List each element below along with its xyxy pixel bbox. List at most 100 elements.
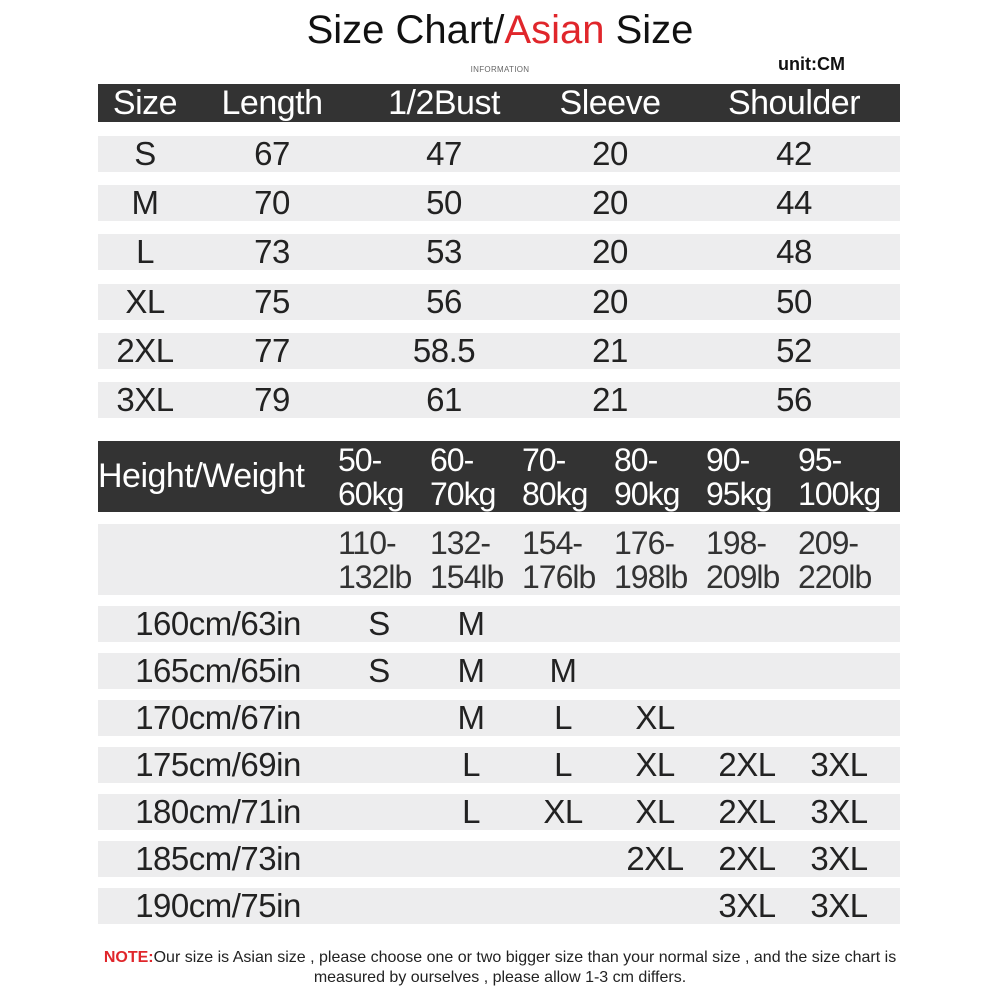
table-cell: 58.5 bbox=[412, 331, 476, 369]
weight-kg-part: 100kg bbox=[798, 475, 881, 512]
size-cell bbox=[609, 653, 701, 689]
size-table-header: Size Length 1/2Bust Sleeve Shoulder bbox=[98, 84, 900, 122]
weight-kg-part: 60- bbox=[430, 441, 474, 478]
size-cell: M bbox=[457, 605, 486, 642]
size-cell: L bbox=[462, 793, 480, 830]
size-cell bbox=[517, 888, 609, 924]
size-cell: L bbox=[554, 746, 572, 783]
fit-table-row: 165cm/65in S M M bbox=[98, 652, 900, 689]
size-cell bbox=[793, 606, 885, 642]
size-cell bbox=[333, 747, 425, 783]
fit-table-row: 160cm/63in S M bbox=[98, 605, 900, 642]
size-cell: XL bbox=[635, 699, 675, 736]
weight-kg-header: 70- 80kg bbox=[522, 441, 624, 512]
table-cell: 75 bbox=[254, 282, 290, 320]
size-cell: 3XL bbox=[810, 840, 868, 877]
size-cell: M bbox=[549, 652, 578, 689]
unit-label: unit:CM bbox=[778, 54, 845, 74]
size-cell bbox=[425, 841, 517, 877]
table-cell: 48 bbox=[776, 233, 812, 271]
table-cell: 20 bbox=[592, 233, 628, 271]
weight-kg-part: 70- bbox=[522, 441, 566, 478]
weight-lb-part: 176- bbox=[614, 524, 675, 561]
table-cell: 50 bbox=[776, 282, 812, 320]
size-cell bbox=[517, 606, 609, 642]
weight-lb-cell: 176- 198lb bbox=[614, 524, 716, 595]
weight-kg-part: 50- bbox=[338, 441, 382, 478]
size-cell bbox=[333, 841, 425, 877]
size-cell: XL bbox=[635, 793, 675, 830]
title-highlight: Asian bbox=[504, 8, 605, 52]
size-table-row: XL 75 56 20 50 bbox=[98, 282, 900, 320]
weight-lb-part: 132lb bbox=[338, 558, 412, 595]
weight-lb-part: 176lb bbox=[522, 558, 596, 595]
column-header: Size bbox=[112, 83, 178, 122]
size-cell: 2XL bbox=[626, 840, 684, 877]
size-cell bbox=[517, 841, 609, 877]
size-cell bbox=[333, 700, 425, 736]
table-cell: 67 bbox=[254, 135, 290, 172]
weight-kg-part: 95- bbox=[798, 441, 842, 478]
size-cell bbox=[425, 888, 517, 924]
size-cell: 2XL bbox=[718, 840, 776, 877]
table-cell: 50 bbox=[426, 184, 462, 222]
weight-kg-part: 90kg bbox=[614, 475, 680, 512]
weight-kg-header: 50- 60kg bbox=[338, 441, 440, 512]
weight-kg-header: 95- 100kg bbox=[798, 441, 900, 512]
weight-lb-cell: 198- 209lb bbox=[706, 524, 808, 595]
size-table-row: 2XL 77 58.5 21 52 bbox=[98, 331, 900, 369]
column-header: Length bbox=[221, 83, 324, 122]
size-cell bbox=[701, 653, 793, 689]
note-text: Our size is Asian size , please choose o… bbox=[153, 949, 897, 986]
weight-lb-cell: 209- 220lb bbox=[798, 524, 900, 595]
table-cell: 20 bbox=[592, 135, 628, 172]
weight-lb-part: 209lb bbox=[706, 558, 780, 595]
weight-kg-header: 60- 70kg bbox=[430, 441, 532, 512]
weight-lb-part: 132- bbox=[430, 524, 491, 561]
weight-lb-cell: 132- 154lb bbox=[430, 524, 532, 595]
size-table-row: L 73 53 20 48 bbox=[98, 233, 900, 271]
table-cell: 53 bbox=[426, 233, 462, 271]
weight-kg-part: 80- bbox=[614, 441, 658, 478]
fit-table-row: 180cm/71in L XL XL 2XL 3XL bbox=[98, 793, 900, 830]
table-cell: L bbox=[136, 233, 154, 271]
weight-lb-part: 154- bbox=[522, 524, 583, 561]
height-cell: 170cm/67in bbox=[135, 699, 301, 736]
size-cell: 2XL bbox=[718, 746, 776, 783]
size-cell: S bbox=[368, 605, 390, 642]
weight-kg-part: 80kg bbox=[522, 475, 588, 512]
table-cell: XL bbox=[125, 282, 165, 320]
table-cell: 73 bbox=[254, 233, 290, 271]
title-suffix: Size bbox=[604, 8, 694, 52]
size-cell: M bbox=[457, 652, 486, 689]
height-cell: 160cm/63in bbox=[135, 605, 301, 642]
size-cell bbox=[609, 888, 701, 924]
size-cell bbox=[609, 606, 701, 642]
size-cell: L bbox=[462, 746, 480, 783]
size-cell: 2XL bbox=[718, 793, 776, 830]
column-header: 1/2Bust bbox=[388, 83, 500, 122]
size-cell bbox=[793, 653, 885, 689]
weight-kg-part: 95kg bbox=[706, 475, 772, 512]
height-cell: 190cm/75in bbox=[135, 887, 301, 924]
size-cell: M bbox=[457, 699, 486, 736]
weight-lb-cell: 154- 176lb bbox=[522, 524, 624, 595]
size-cell bbox=[701, 700, 793, 736]
note-label: NOTE: bbox=[103, 949, 154, 966]
title-prefix: Size Chart/ bbox=[306, 8, 505, 52]
weight-kg-part: 60kg bbox=[338, 475, 404, 512]
table-cell: 44 bbox=[776, 184, 812, 222]
table-cell: 2XL bbox=[116, 331, 174, 369]
table-cell: S bbox=[134, 135, 156, 172]
size-cell bbox=[793, 700, 885, 736]
size-cell: 3XL bbox=[810, 887, 868, 924]
table-cell: 21 bbox=[592, 381, 628, 418]
weight-kg-header: 90- 95kg bbox=[706, 441, 808, 512]
height-cell: 165cm/65in bbox=[135, 652, 301, 689]
table-cell: 61 bbox=[426, 381, 462, 418]
size-cell: L bbox=[554, 699, 572, 736]
table-cell: 20 bbox=[592, 184, 628, 222]
size-table-row: S 67 47 20 42 bbox=[98, 135, 900, 172]
table-cell: 77 bbox=[254, 331, 290, 369]
size-cell: S bbox=[368, 652, 390, 689]
